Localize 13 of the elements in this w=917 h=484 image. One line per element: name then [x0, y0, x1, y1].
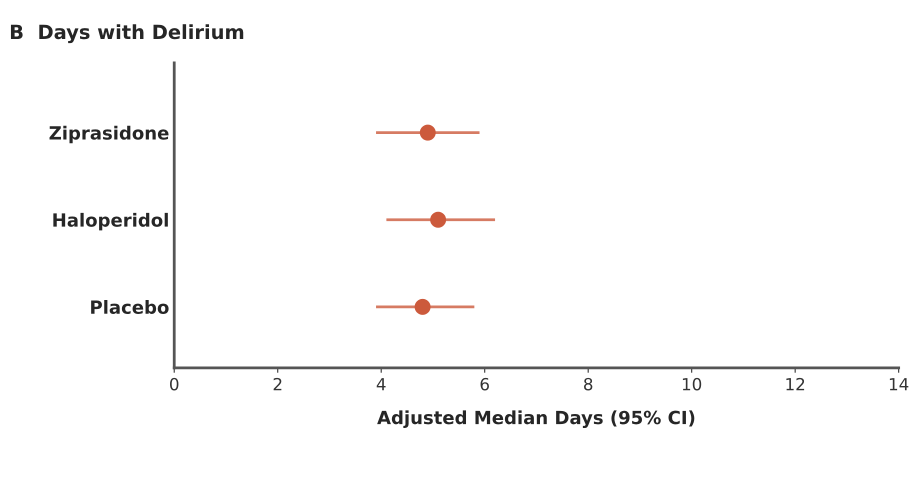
x-tick-label: 14 [890, 378, 908, 390]
chart-title: B Days with Delirium [10, 24, 244, 44]
y-tick-label: Ziprasidone [50, 126, 168, 144]
x-tick-label: 0 [170, 378, 178, 390]
x-tick-label: 6 [480, 378, 489, 390]
y-tick-label: Haloperidol [53, 212, 168, 230]
x-tick-label: 4 [376, 378, 386, 390]
x-tick-label: 12 [786, 378, 804, 390]
x-tick-label: 8 [584, 378, 592, 390]
x-tick-label: 2 [274, 378, 282, 390]
y-tick-label: Placebo [91, 300, 169, 314]
x-tick-label: 10 [682, 378, 702, 390]
x-axis-title: Adjusted Median Days (95% CI) [377, 410, 694, 428]
